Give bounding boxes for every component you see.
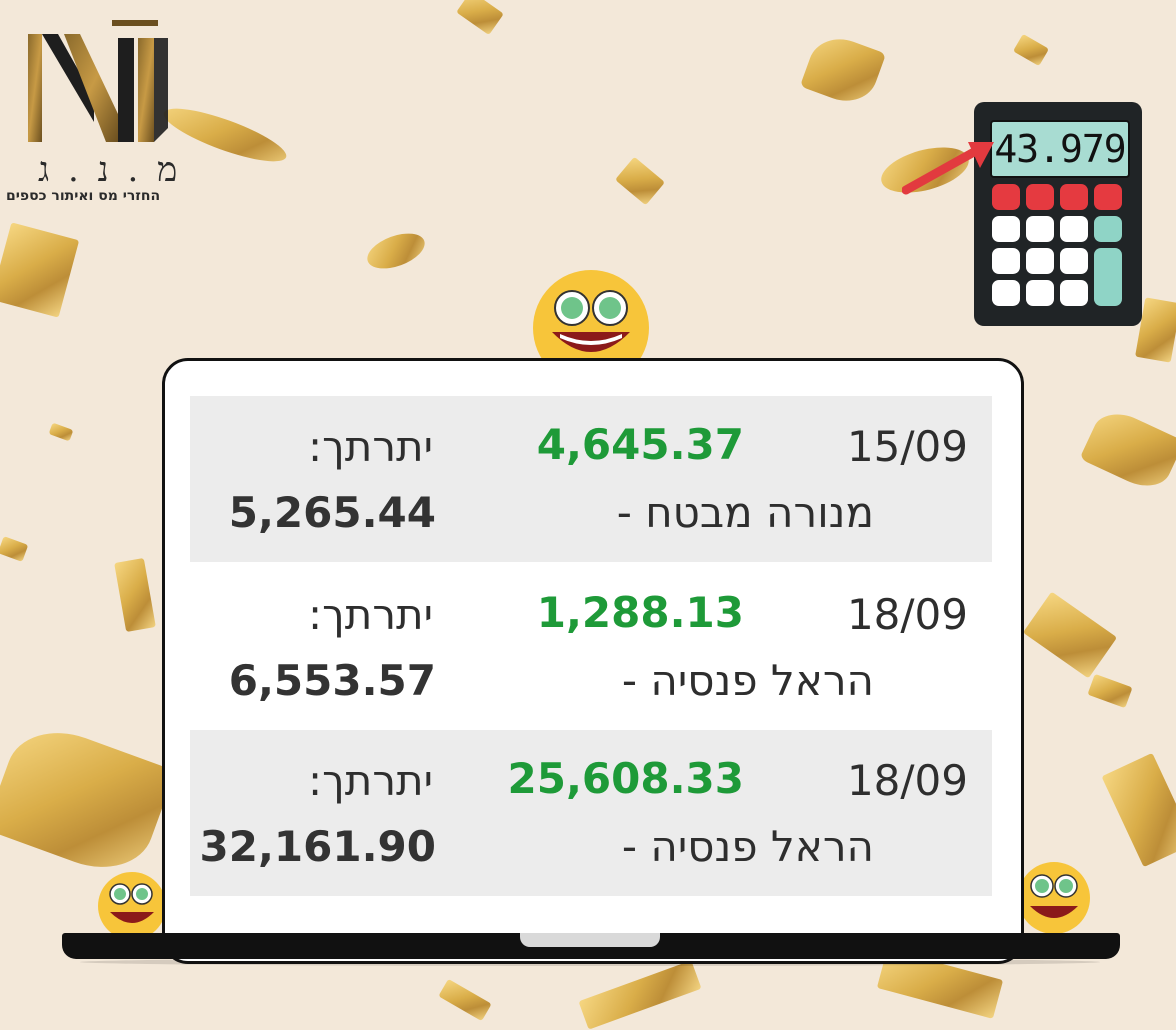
transaction-company: הראל פנסיה - <box>621 822 874 871</box>
money-eyes-emoji-icon <box>533 270 649 368</box>
transaction-date: 15/09 <box>846 422 968 471</box>
calculator-icon: 43.979 <box>974 102 1142 326</box>
transaction-row: 18/09 1,288.13 הראל פנסיה - יתרתך: 6,553… <box>190 564 992 730</box>
red-arrow-icon <box>902 142 994 195</box>
calculator-key <box>992 248 1020 274</box>
balance-value: 6,553.57 <box>228 656 436 705</box>
balance-label: יתרתך: <box>308 756 434 805</box>
calculator-key <box>1094 248 1122 306</box>
calculator-key <box>1026 184 1054 210</box>
calculator-key <box>1060 216 1088 242</box>
transaction-date: 18/09 <box>846 590 968 639</box>
confetti <box>0 536 29 562</box>
transaction-row: 15/09 4,645.37 מנורה מבטח - יתרתך: 5,265… <box>190 396 992 562</box>
calculator-key <box>1094 216 1122 242</box>
transaction-amount: 4,645.37 <box>536 420 744 469</box>
calculator-key <box>992 216 1020 242</box>
confetti <box>0 222 80 318</box>
balance-value: 32,161.90 <box>199 822 436 871</box>
calculator-display: 43.979 <box>990 120 1130 178</box>
calculator-key <box>1060 280 1088 306</box>
calculator-key <box>992 184 1020 210</box>
confetti <box>456 0 504 36</box>
transaction-row: 18/09 25,608.33 הראל פנסיה - יתרתך: 32,1… <box>190 730 992 896</box>
balance-label: יתרתך: <box>308 590 434 639</box>
calculator-key <box>1026 216 1054 242</box>
calculator-key <box>1026 280 1054 306</box>
confetti <box>799 29 887 111</box>
balance-label: יתרתך: <box>308 422 434 471</box>
confetti <box>438 978 492 1022</box>
transaction-date: 18/09 <box>846 756 968 805</box>
confetti <box>578 960 702 1030</box>
balance-value: 5,265.44 <box>228 488 436 537</box>
laptop-notch <box>520 933 660 947</box>
money-eyes-emoji-icon <box>98 872 166 934</box>
logo-mark-icon <box>28 20 168 142</box>
confetti <box>1013 33 1049 67</box>
transaction-company: מנורה מבטח - <box>616 488 874 537</box>
logo-tagline: החזרי מס ואיתור כספים <box>6 188 161 204</box>
calculator-key <box>1026 248 1054 274</box>
confetti <box>362 226 430 276</box>
calculator-key <box>992 280 1020 306</box>
confetti <box>1079 404 1176 496</box>
confetti <box>114 557 156 633</box>
confetti <box>1022 591 1118 679</box>
transaction-company: הראל פנסיה - <box>621 656 874 705</box>
logo-letters: מ . נ . ג <box>38 150 182 190</box>
confetti <box>1101 752 1176 868</box>
calculator-key <box>1094 184 1122 210</box>
confetti <box>0 716 176 884</box>
calculator-key <box>1060 184 1088 210</box>
confetti <box>615 156 665 206</box>
transaction-amount: 1,288.13 <box>536 588 744 637</box>
calculator-key <box>1060 248 1088 274</box>
transaction-amount: 25,608.33 <box>507 754 744 803</box>
confetti <box>48 422 74 442</box>
confetti <box>1087 673 1133 709</box>
money-eyes-emoji-icon <box>1018 862 1090 934</box>
